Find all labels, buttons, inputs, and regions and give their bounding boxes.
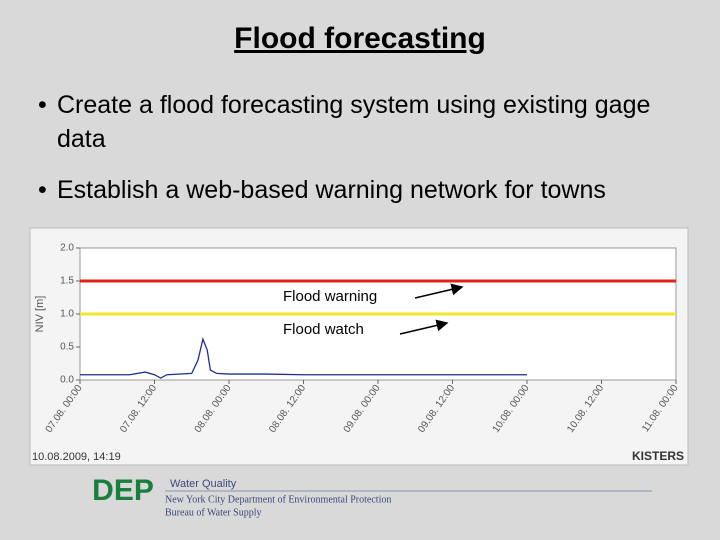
footer-org: New York City Department of Environmenta… [165,494,391,505]
y-tick-label: 0.5 [60,342,74,353]
footer-section: Water Quality [170,478,237,490]
y-tick-label: 0.0 [60,375,74,386]
y-tick-label: 1.0 [60,309,74,320]
threshold-label: Flood watch [283,321,364,338]
bullet: Establish a web-based warning network fo… [30,173,697,207]
slide-title: Flood forecasting [234,22,486,55]
bullet: Create a flood forecasting system using … [30,88,697,156]
logo: DEP [92,474,154,507]
y-tick-label: 2.0 [60,243,74,254]
footer-bureau: Bureau of Water Supply [165,507,262,518]
data-line [80,336,527,379]
brand: KISTERS [632,449,684,463]
threshold-label: Flood warning [283,288,377,305]
arrow [414,283,464,299]
y-tick-label: 1.5 [60,276,74,287]
y-axis-label: NIV [m] [34,296,46,333]
timestamp: 10.08.2009, 14:19 [32,451,121,463]
arrow [399,319,449,335]
